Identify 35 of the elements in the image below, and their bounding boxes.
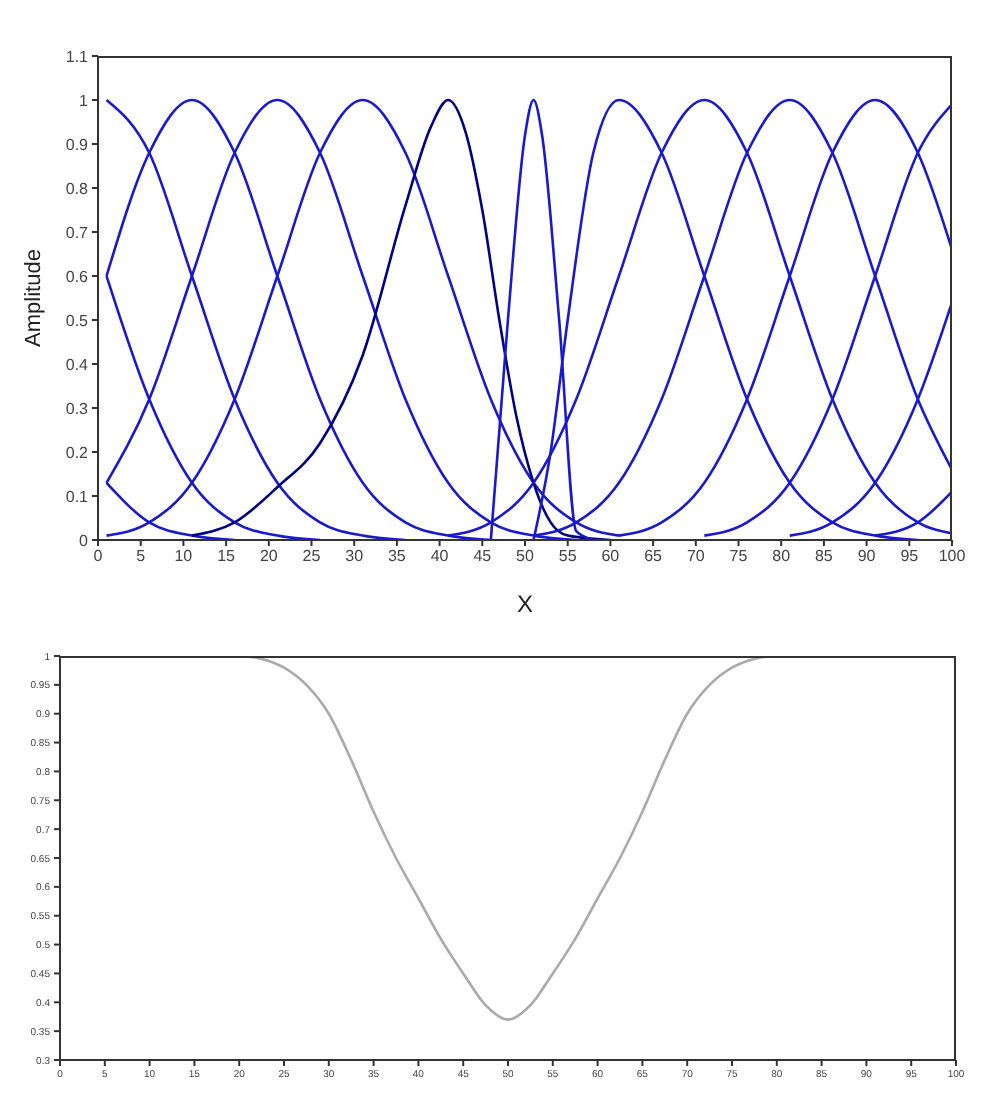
x-tick-label: 35 <box>387 547 407 566</box>
y-tick-label: 0.4 <box>65 355 90 374</box>
x-tick-label: 30 <box>345 547 365 566</box>
x-tick-label: 95 <box>900 547 920 566</box>
y-tick-label: 1 <box>79 91 90 110</box>
y-tick-label: 0.2 <box>65 443 90 462</box>
y-axis-title: Amplitude <box>21 249 46 347</box>
y-tick-label: 0.9 <box>65 135 90 154</box>
x-tick-label: 50 <box>516 547 535 566</box>
x-tick-label: 100 <box>938 547 967 566</box>
x-axis-title: X <box>516 590 534 618</box>
x-tick-label: 20 <box>259 547 279 566</box>
x-tick-label: 40 <box>430 547 450 566</box>
y-tick-label: 0 <box>79 531 90 550</box>
x-tick-label: 80 <box>772 547 792 566</box>
x-tick-label: 85 <box>814 547 834 566</box>
y-tick-label: 0.6 <box>65 267 90 286</box>
y-tick-label: 0.8 <box>65 179 90 198</box>
y-tick-label: 0.5 <box>65 311 90 330</box>
y-tick-label: 0.1 <box>65 487 90 506</box>
x-tick-label: 90 <box>857 547 877 566</box>
x-tick-label: 60 <box>601 547 621 566</box>
x-tick-label: 15 <box>217 547 237 566</box>
y-tick-label: 1.1 <box>65 47 90 66</box>
x-tick-label: 65 <box>644 547 664 566</box>
y-tick-label: 0.3 <box>65 399 90 418</box>
x-tick-label: 55 <box>558 547 578 566</box>
x-tick-label: 25 <box>302 547 322 566</box>
x-tick-label: 10 <box>174 547 194 566</box>
x-tick-label: 0 <box>93 547 104 566</box>
x-tick-label: 75 <box>729 547 749 566</box>
x-tick-label: 5 <box>136 547 147 566</box>
x-tick-label: 70 <box>686 547 706 566</box>
y-tick-label: 0.7 <box>65 223 90 242</box>
x-tick-label: 45 <box>473 547 493 566</box>
